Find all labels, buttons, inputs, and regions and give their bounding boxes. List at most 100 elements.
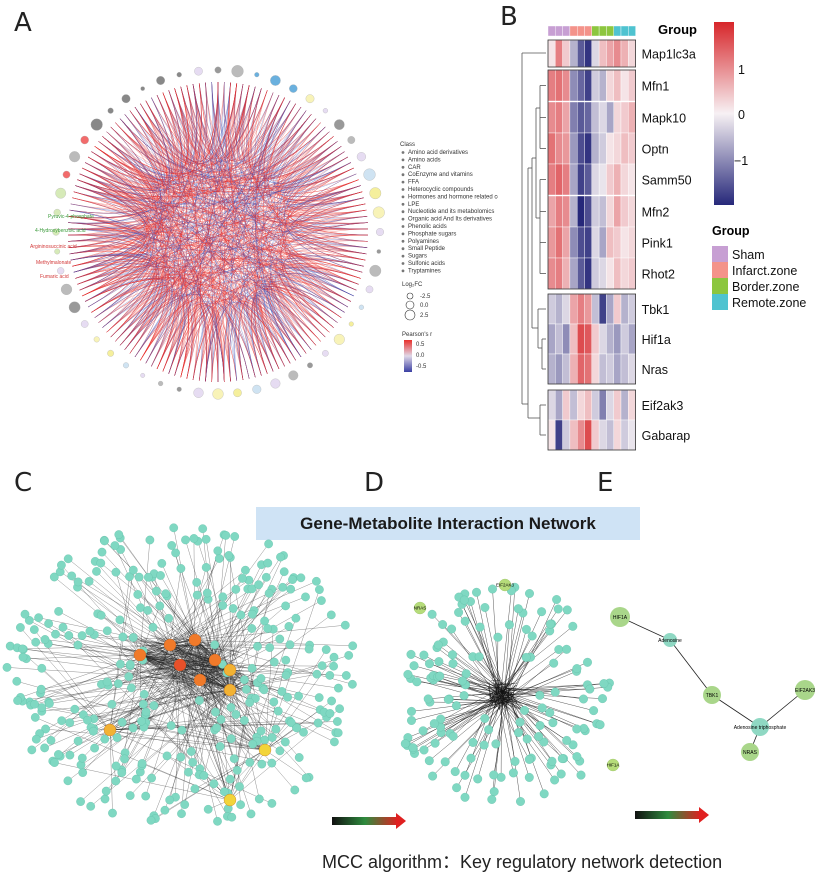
group-annotation-cell (620, 25, 629, 37)
network-node (113, 679, 123, 689)
chord-link (68, 146, 151, 248)
network-node (236, 800, 245, 810)
heatmap-cell (577, 419, 585, 451)
chord-link (85, 126, 326, 302)
network-node (435, 671, 445, 681)
chord-link (180, 86, 338, 323)
chord-link (88, 103, 296, 185)
network-edge (501, 689, 516, 762)
legend-logfc-title: Log₂FC (402, 282, 423, 288)
network-node (37, 663, 47, 673)
network-node (67, 571, 77, 581)
heatmap-cell (577, 195, 585, 228)
network-edge (115, 572, 141, 656)
network-node (97, 547, 107, 557)
metabolite-node (60, 283, 73, 295)
network-node (436, 714, 446, 724)
chord-link (110, 126, 348, 189)
network-node (315, 585, 324, 594)
network-node (37, 703, 47, 712)
network-node (440, 757, 450, 767)
network-node (348, 641, 358, 651)
heatmap-cell (555, 323, 563, 355)
metabolite-node (123, 362, 129, 369)
network-node (583, 657, 592, 667)
metabolite-node (254, 72, 260, 78)
network-edge (30, 644, 171, 706)
metabolite-node (121, 94, 131, 104)
network-edge (214, 557, 281, 661)
metabolite-node (193, 387, 204, 398)
network-node (265, 643, 275, 652)
network-edge (130, 665, 266, 751)
legend-class-item: Nucleotide and its metabolomics (408, 209, 494, 215)
metabolite-node (53, 208, 61, 217)
network-node (96, 610, 106, 620)
network-edge (503, 671, 577, 703)
group-annotation-cell (598, 25, 607, 37)
network-node (63, 776, 73, 786)
chord-link (115, 107, 302, 342)
pearson-colorbar (404, 340, 412, 372)
chord-link (68, 216, 363, 273)
network-edge (490, 687, 513, 708)
network-node (40, 743, 49, 753)
network-node (516, 797, 525, 806)
network-node (164, 613, 174, 623)
heatmap-cell (591, 163, 600, 196)
heatmap-gene-label: Map1lc3a (642, 48, 696, 62)
network-node (423, 694, 433, 704)
chord-link (85, 162, 361, 279)
network-edge (29, 620, 266, 751)
heatmap-cell (628, 419, 636, 451)
panel-letter-a: A (14, 8, 32, 38)
heatmap-cell (577, 226, 585, 259)
network-edge (264, 709, 321, 751)
network-edge (508, 668, 577, 697)
network-edge (194, 625, 346, 641)
network-node (34, 613, 43, 623)
network-edge (199, 673, 244, 681)
chord-link (156, 94, 359, 285)
chord-link (77, 179, 359, 285)
heatmap-cell (620, 163, 629, 196)
network-edge (492, 682, 518, 686)
network-node (317, 661, 327, 671)
heatmap-cell (628, 195, 636, 228)
network-node (31, 637, 41, 647)
node-nras-label: NRAS (743, 750, 758, 756)
legend-class-dot (401, 254, 405, 258)
network-node (145, 535, 155, 545)
chord-link (68, 156, 348, 242)
row-dendrogram (521, 52, 546, 436)
network-node (283, 692, 292, 702)
network-edge (171, 545, 216, 661)
network-node (65, 750, 75, 760)
network-d: EIF2AK3 NRAS HIF1A (400, 578, 619, 806)
chord-labels: Pyruvic-4-phosphate 4-Hydroxybenzoic acid… (30, 214, 94, 280)
heatmap-cell (620, 101, 629, 134)
network-edge (407, 674, 499, 696)
network-node (522, 734, 532, 744)
network-node (152, 586, 161, 596)
chord-link (180, 90, 268, 378)
network-node (117, 768, 127, 778)
network-node (314, 693, 324, 702)
legend-remote: Remote.zone (732, 296, 806, 310)
network-node (556, 769, 566, 779)
network-node (275, 746, 285, 756)
chord-link (79, 273, 219, 383)
chord-link (70, 167, 148, 261)
network-node (260, 735, 269, 745)
network-edge (35, 642, 231, 671)
network-node (240, 675, 249, 685)
network-node (489, 770, 499, 780)
network-node (454, 607, 464, 617)
network-edge (414, 696, 497, 754)
chord-link (75, 185, 369, 236)
legend-class-item: Small Peptide (408, 246, 446, 252)
heatmap-gene-label: Rhot2 (642, 268, 675, 282)
network-edge (507, 695, 517, 705)
chord-link (276, 118, 366, 210)
network-node (290, 785, 300, 795)
